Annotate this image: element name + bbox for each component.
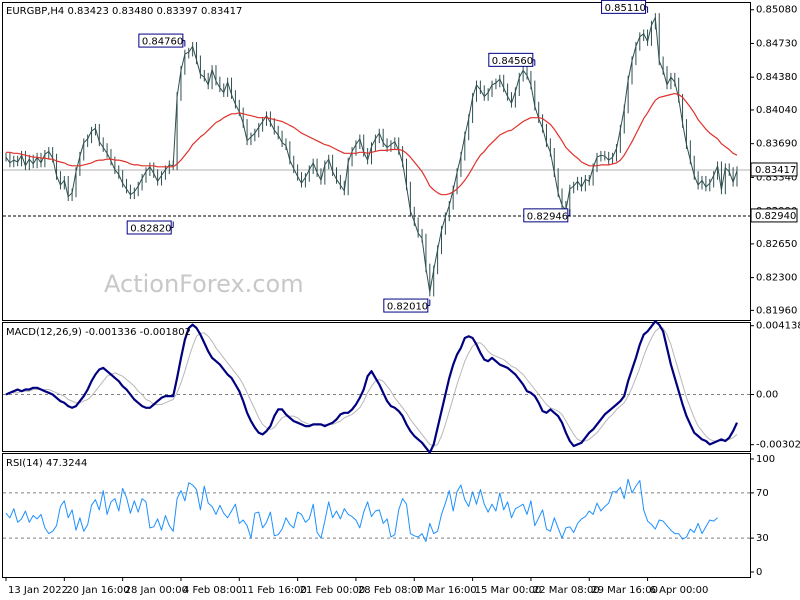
macd-axis: 0.004138 0.00 -0.00302 <box>3 321 800 451</box>
callout-box <box>488 52 534 67</box>
rsi-panel-frame <box>2 453 751 578</box>
x-tick-label: 11 Feb 16:00 <box>241 585 307 596</box>
x-tick-label: 7 Mar 16:00 <box>416 585 476 596</box>
callout-box <box>383 298 429 313</box>
callout-box <box>601 0 647 14</box>
x-tick-label: 22 Mar 08:00 <box>533 585 600 596</box>
rsi-axis: 100 70 30 0 <box>3 454 775 578</box>
macd-panel-title: MACD(12,26,9) -0.001336 -0.001802 <box>6 327 191 338</box>
price-callouts: 0.84760 0.82820 0.82010 0.84560 0.82946 0.851… <box>126 0 649 313</box>
rsi-series <box>5 478 718 542</box>
macd-series <box>5 320 738 454</box>
price-tick-label: 0.84380 <box>756 72 797 83</box>
price-panel-frame <box>2 2 751 321</box>
price-tick-label: 0.85080 <box>756 5 797 16</box>
x-tick-label: 28 Feb 08:00 <box>358 585 424 596</box>
x-tick-label: 29 Mar 16:00 <box>591 585 658 596</box>
watermark: ActionForex.com <box>104 270 304 298</box>
x-tick-label: 21 Feb 00:00 <box>300 585 366 596</box>
moving-average-series <box>6 92 738 196</box>
price-tick-label: 0.84040 <box>756 105 797 116</box>
macd-panel-frame <box>2 322 751 452</box>
x-tick-label: 15 Mar 00:00 <box>475 585 542 596</box>
price-tick-label: 0.82300 <box>756 273 797 284</box>
price-tick-label: 0.83340 <box>756 172 797 183</box>
callout-label: 0.82010 <box>387 302 428 313</box>
macd-tick-label: 0.004138 <box>756 321 800 332</box>
price-close-line <box>5 17 738 293</box>
last-price-label: 0.83417 <box>755 165 796 176</box>
x-tick-label: 13 Jan 2022 <box>8 585 68 596</box>
last-price-tag <box>750 162 798 177</box>
callout-box <box>523 208 569 223</box>
callout-label: 0.82946 <box>527 211 568 222</box>
moving-average-line <box>6 92 738 196</box>
macd-line <box>5 320 738 454</box>
price-series <box>5 13 738 297</box>
x-tick-label: 4 Feb 08:00 <box>183 585 242 596</box>
rsi-tick-label: 70 <box>756 488 769 499</box>
price-axis: 0.85080 0.84730 0.84380 0.84040 0.83690 0.833… <box>3 5 798 316</box>
rsi-tick-label: 30 <box>756 533 769 544</box>
price-tick-label: 0.83690 <box>756 139 797 150</box>
support-tag <box>750 208 798 223</box>
callout-label: 0.84760 <box>142 37 183 48</box>
macd-tick-label: 0.00 <box>756 389 778 400</box>
rsi-line <box>5 478 718 542</box>
callout-label: 0.85110 <box>605 3 646 14</box>
callout-box <box>126 220 172 235</box>
x-tick-label: 28 Jan 00:00 <box>125 585 188 596</box>
callout-label: 0.84560 <box>492 56 533 67</box>
callout-box <box>138 33 184 48</box>
x-tick-label: 6 Apr 00:00 <box>650 585 709 596</box>
rsi-panel-title: RSI(14) 47.3244 <box>6 458 87 469</box>
price-panel-title: EURGBP,H4 0.83423 0.83480 0.83397 0.8341… <box>6 6 242 17</box>
support-label: 0.82940 <box>755 211 796 222</box>
price-tick-label: 0.82650 <box>756 239 797 250</box>
callout-label: 0.82820 <box>130 224 171 235</box>
rsi-tick-label: 0 <box>756 567 762 578</box>
price-tick-label: 0.84730 <box>756 38 797 49</box>
macd-tick-label: -0.00302 <box>756 440 800 451</box>
price-tick-label: 0.81960 <box>756 305 797 316</box>
rsi-tick-label: 100 <box>756 454 775 465</box>
macd-signal-line <box>5 327 738 447</box>
x-tick-label: 20 Jan 16:00 <box>66 585 129 596</box>
